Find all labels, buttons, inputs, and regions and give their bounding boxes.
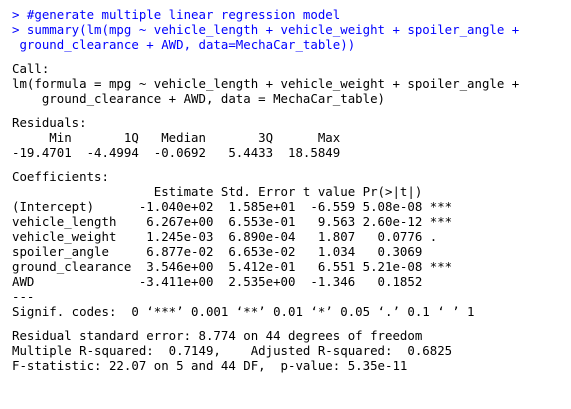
console-input-block: > #generate multiple linear regression m… <box>12 7 571 52</box>
residuals-value-row: -19.4701 -4.4994 -0.0692 5.4433 18.5849 <box>12 145 348 160</box>
console-command-line: > #generate multiple linear regression m… <box>12 7 341 22</box>
coefficient-row: (Intercept) -1.040e+02 1.585e+01 -6.559 … <box>12 199 453 214</box>
call-formula-line: ground_clearance + AWD, data = MechaCar_… <box>12 91 385 106</box>
coefficient-row: vehicle_weight 1.245e-03 6.890e-04 1.807… <box>12 229 453 244</box>
model-summary-block: Residual standard error: 8.774 on 44 deg… <box>12 328 571 373</box>
coefficient-row: ground_clearance 3.546e+00 5.412e-01 6.5… <box>12 259 453 274</box>
r-squared-line: Multiple R-squared: 0.7149, Adjusted R-s… <box>12 343 460 358</box>
console-command-line: > summary(lm(mpg ~ vehicle_length + vehi… <box>12 22 520 37</box>
spacer <box>12 160 571 169</box>
coefficient-row: AWD -3.411e+00 2.535e+00 -1.346 0.1852 <box>12 274 453 289</box>
spacer <box>12 319 571 328</box>
r-console[interactable]: > #generate multiple linear regression m… <box>12 7 571 373</box>
console-command-line: ground_clearance + AWD, data=MechaCar_ta… <box>12 37 356 52</box>
residual-standard-error-line: Residual standard error: 8.774 on 44 deg… <box>12 328 423 343</box>
f-statistic-line: F-statistic: 22.07 on 5 and 44 DF, p-val… <box>12 358 408 373</box>
residuals-block: Residuals: Min 1Q Median 3Q Max -19.4701… <box>12 115 571 160</box>
coefficient-row: spoiler_angle 6.877e-02 6.653e-02 1.034 … <box>12 244 453 259</box>
call-block: Call: lm(formula = mpg ~ vehicle_length … <box>12 61 571 106</box>
separator-line: --- <box>12 289 35 304</box>
spacer <box>12 52 571 61</box>
coefficients-block: Coefficients: Estimate Std. Error t valu… <box>12 169 571 319</box>
signif-codes-line: Signif. codes: 0 ‘***’ 0.001 ‘**’ 0.01 ‘… <box>12 304 475 319</box>
coefficients-heading: Coefficients: <box>12 169 109 184</box>
residuals-header-row: Min 1Q Median 3Q Max <box>12 130 348 145</box>
call-formula-line: lm(formula = mpg ~ vehicle_length + vehi… <box>12 76 520 91</box>
residuals-heading: Residuals: <box>12 115 87 130</box>
call-heading: Call: <box>12 61 50 76</box>
spacer <box>12 106 571 115</box>
coefficients-header-row: Estimate Std. Error t value Pr(>|t|) <box>12 184 453 199</box>
coefficient-row: vehicle_length 6.267e+00 6.553e-01 9.563… <box>12 214 453 229</box>
